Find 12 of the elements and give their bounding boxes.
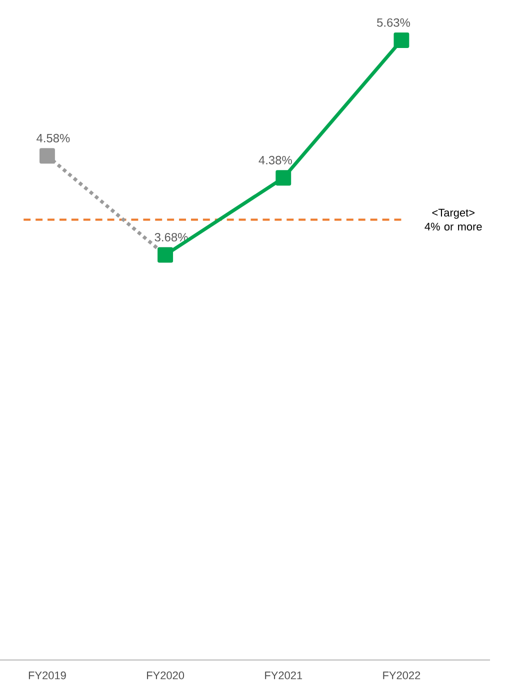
data-label: 4.38% (258, 156, 292, 164)
data-label: 3.68% (154, 232, 188, 242)
data-label: 5.63% (377, 18, 410, 27)
x-tick-label: FY2019 (28, 672, 66, 680)
point (276, 170, 292, 186)
ref-line-label: <Target> 4% or more (424, 208, 482, 230)
x-tick-label: FY2020 (147, 672, 184, 680)
x-tick-label: FY2021 (265, 672, 302, 680)
point (394, 32, 410, 48)
x-tick-label: FY2022 (383, 672, 420, 680)
point (40, 148, 55, 164)
data-label: 4.58% (36, 134, 70, 142)
